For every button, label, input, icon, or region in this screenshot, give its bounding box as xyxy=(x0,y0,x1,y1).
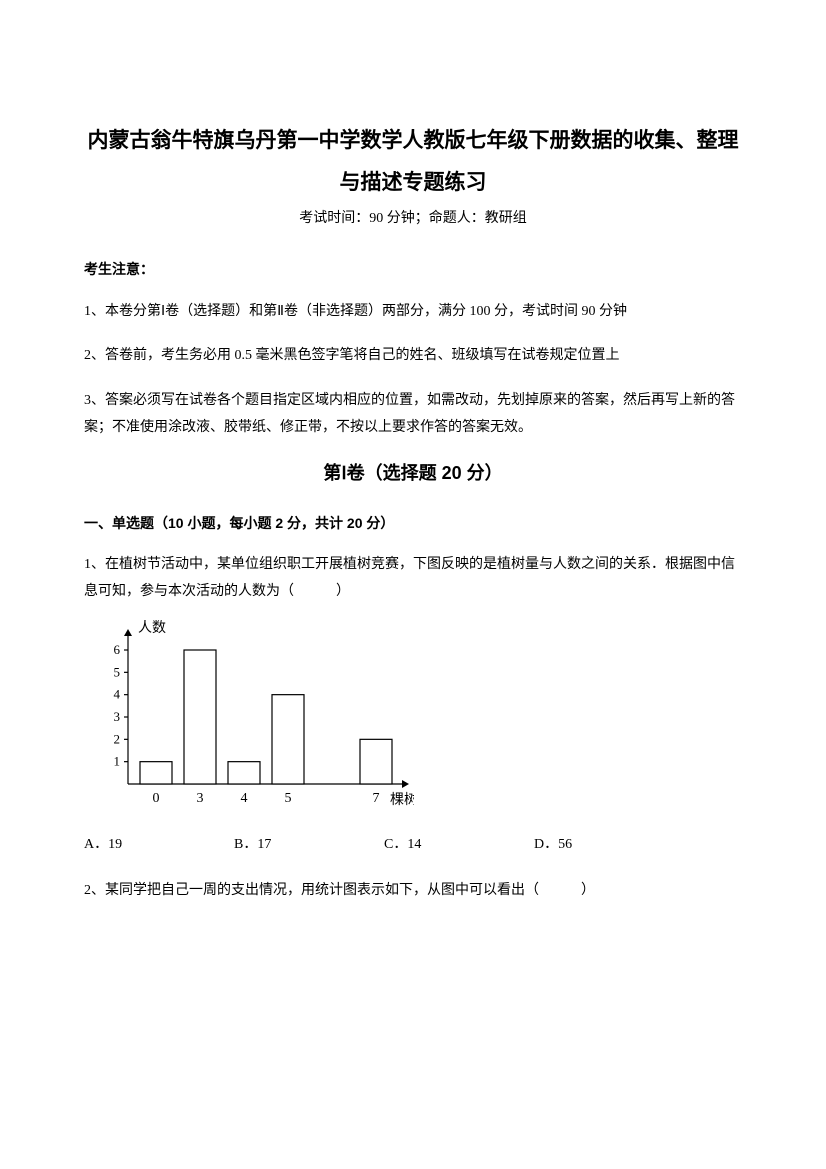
svg-text:6: 6 xyxy=(114,642,121,657)
section-heading: 第Ⅰ卷（选择题 20 分） xyxy=(84,459,742,488)
svg-text:5: 5 xyxy=(285,791,292,806)
exam-info-line: 考试时间：90 分钟；命题人：教研组 xyxy=(84,208,742,230)
question-2-text: 2、某同学把自己一周的支出情况，用统计图表示如下，从图中可以看出（ ） xyxy=(84,878,742,905)
notice-item: 2、答卷前，考生务必用 0.5 毫米黑色签字笔将自己的姓名、班级填写在试卷规定位… xyxy=(84,343,742,370)
page-title: 内蒙古翁牛特旗乌丹第一中学数学人教版七年级下册数据的收集、整理与描述专题练习 xyxy=(84,120,742,204)
question-1-options: A．19 B．17 C．14 D．56 xyxy=(84,834,742,856)
svg-text:0: 0 xyxy=(153,791,160,806)
option-b: B．17 xyxy=(234,834,384,856)
svg-text:4: 4 xyxy=(114,686,121,701)
bar-chart-svg: 1 2 3 4 5 6 人数棵树 0 3 4 5 7 xyxy=(84,620,414,820)
notice-item: 1、本卷分第Ⅰ卷（选择题）和第Ⅱ卷（非选择题）两部分，满分 100 分，考试时间… xyxy=(84,299,742,326)
svg-text:2: 2 xyxy=(114,731,121,746)
svg-text:5: 5 xyxy=(114,664,121,679)
svg-text:棵树: 棵树 xyxy=(390,792,414,808)
notice-heading: 考生注意： xyxy=(84,258,742,280)
svg-text:4: 4 xyxy=(241,791,248,806)
svg-text:人数: 人数 xyxy=(138,620,166,636)
svg-text:3: 3 xyxy=(114,709,121,724)
question-1-text: 1、在植树节活动中，某单位组织职工开展植树竞赛，下图反映的是植树量与人数之间的关… xyxy=(84,552,742,605)
svg-text:1: 1 xyxy=(114,753,121,768)
question-1-chart: 1 2 3 4 5 6 人数棵树 0 3 4 5 7 xyxy=(84,620,414,820)
svg-text:3: 3 xyxy=(197,791,204,806)
option-a: A．19 xyxy=(84,834,234,856)
subsection-heading: 一、单选题（10 小题，每小题 2 分，共计 20 分） xyxy=(84,512,742,534)
option-c: C．14 xyxy=(384,834,534,856)
option-d: D．56 xyxy=(534,834,684,856)
svg-text:7: 7 xyxy=(373,791,380,806)
notice-item: 3、答案必须写在试卷各个题目指定区域内相应的位置，如需改动，先划掉原来的答案，然… xyxy=(84,388,742,441)
